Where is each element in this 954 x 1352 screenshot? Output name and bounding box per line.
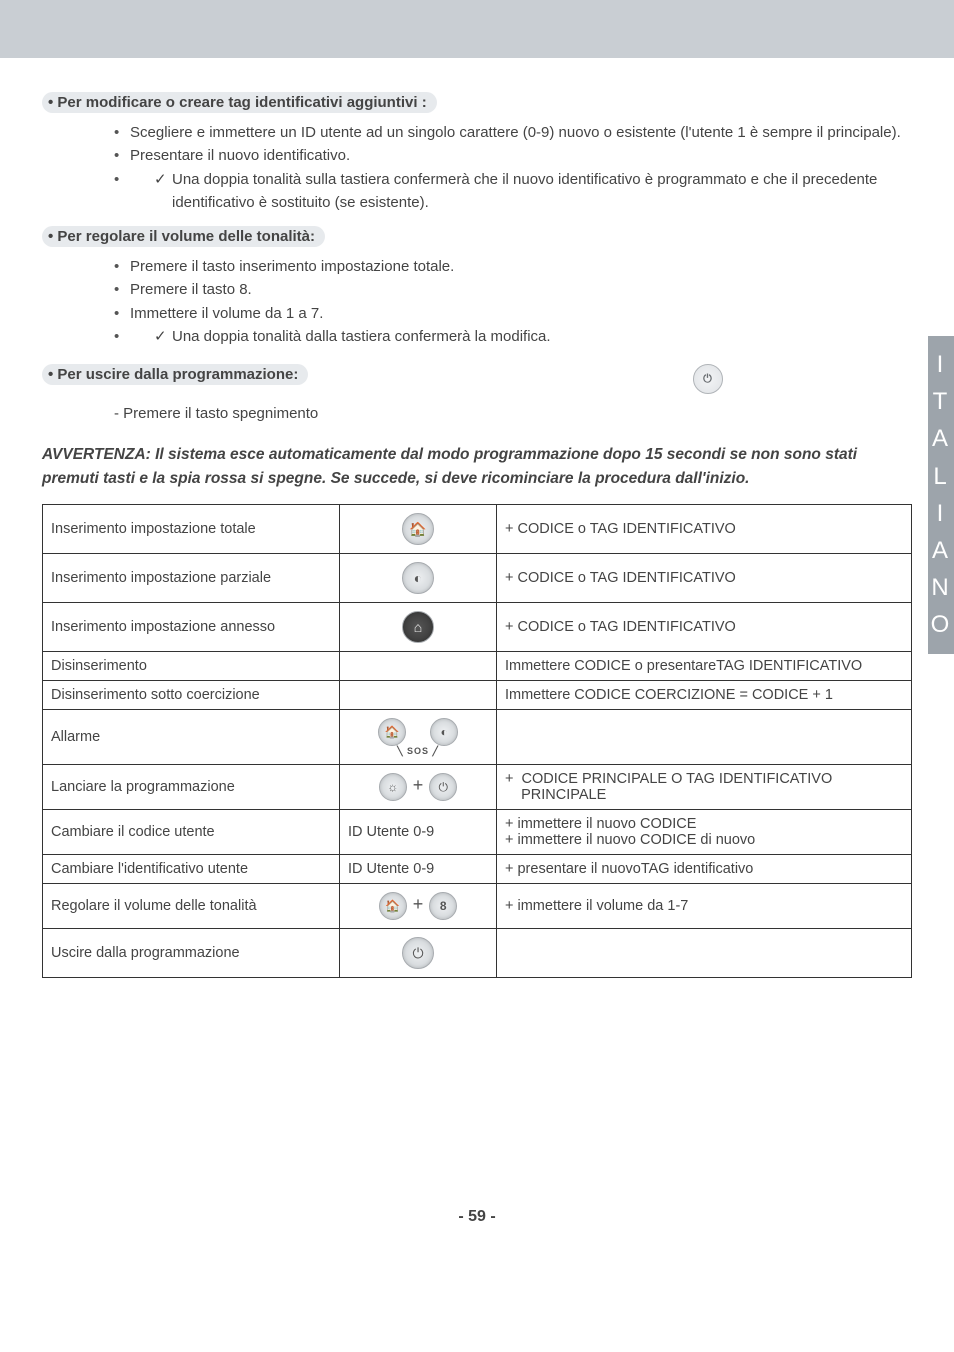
home-icon: 🏠 xyxy=(379,892,407,920)
side-letter: T xyxy=(928,383,954,420)
section2-checklist: Una doppia tonalità dalla tastiera confe… xyxy=(154,325,912,348)
table-cell: Cambiare il codice utente xyxy=(43,809,340,854)
table-cell: + CODICE o TAG IDENTIFICATIVO xyxy=(497,553,912,602)
exit-icon-inline: ⏻ xyxy=(693,364,723,394)
plus-icon: + xyxy=(413,775,424,796)
table-row: Disinserimento Immettere CODICE o present… xyxy=(43,651,912,680)
table-row: Disinserimento sotto coercizione Immetter… xyxy=(43,680,912,709)
home-icon: 🏠 xyxy=(402,513,434,545)
side-letter: L xyxy=(928,458,954,495)
section2-checklist-wrap: Una doppia tonalità dalla tastiera confe… xyxy=(114,325,912,348)
table-cell: + immettere il nuovo CODICE+ immettere i… xyxy=(497,809,912,854)
table-row: Inserimento impostazione totale 🏠 + CODICE… xyxy=(43,504,912,553)
section1-checklist-wrap: Una doppia tonalità sulla tastiera confe… xyxy=(114,168,912,215)
key-8-icon: 8 xyxy=(429,892,457,920)
table-row: Cambiare il codice utenteID Utente 0-9+ … xyxy=(43,809,912,854)
language-tab: I T A L I A N O xyxy=(928,336,954,654)
table-cell: ⌂ xyxy=(340,602,497,651)
table-cell xyxy=(497,709,912,764)
table-row: Regolare il volume delle tonalità 🏠 +8 + im… xyxy=(43,883,912,928)
table-cell xyxy=(497,928,912,977)
power-icon: ⏻ xyxy=(693,364,723,394)
table-cell: Inserimento impostazione totale xyxy=(43,504,340,553)
heading-pill: • Per modificare o creare tag identifica… xyxy=(42,92,437,113)
reference-table: Inserimento impostazione totale 🏠 + CODICE… xyxy=(42,504,912,978)
power-icon: ⏻ xyxy=(402,937,434,969)
power-icon: ⏻ xyxy=(429,773,457,801)
section3-sub: - Premere il tasto spegnimento xyxy=(114,402,912,425)
sos-label: ╲ SOS ╱ xyxy=(376,746,460,757)
table-cell: Immettere CODICE o presentareTAG IDENTIF… xyxy=(497,651,912,680)
warning-text: AVVERTENZA: Il sistema esce automaticame… xyxy=(42,443,912,490)
partial-icon: ◐ xyxy=(430,718,458,746)
check-item: Una doppia tonalità sulla tastiera confe… xyxy=(154,168,912,215)
table-cell: ID Utente 0-9 xyxy=(340,809,497,854)
table-cell: Lanciare la programmazione xyxy=(43,764,340,809)
table-row: Inserimento impostazione annesso ⌂ + CODIC… xyxy=(43,602,912,651)
partial-icon: ◐ xyxy=(402,562,434,594)
table-cell: + CODICE o TAG IDENTIFICATIVO xyxy=(497,602,912,651)
home-icon: 🏠 xyxy=(378,718,406,746)
table-row: Cambiare l'identificativo utenteID Utent… xyxy=(43,854,912,883)
header-band xyxy=(0,0,954,58)
section2-list: Premere il tasto inserimento impostazion… xyxy=(114,255,912,325)
table-row: Uscire dalla programmazione ⏻ xyxy=(43,928,912,977)
list-item: Immettere il volume da 1 a 7. xyxy=(114,302,912,325)
table-cell: + immettere il volume da 1-7 xyxy=(497,883,912,928)
table-cell: Immettere CODICE COERCIZIONE = CODICE + … xyxy=(497,680,912,709)
table-cell: 🏠 +8 xyxy=(340,883,497,928)
table-cell: Inserimento impostazione parziale xyxy=(43,553,340,602)
table-cell: ☼ +⏻ xyxy=(340,764,497,809)
table-cell: 🏠 xyxy=(340,504,497,553)
table-row: Inserimento impostazione parziale ◐ + CODI… xyxy=(43,553,912,602)
list-item: Premere il tasto inserimento impostazion… xyxy=(114,255,912,278)
side-letter: I xyxy=(928,495,954,532)
list-item: Presentare il nuovo identificativo. xyxy=(114,144,912,167)
table-cell: Regolare il volume delle tonalità xyxy=(43,883,340,928)
table-cell: + presentare il nuovoTAG identificativo xyxy=(497,854,912,883)
heading-pill: • Per uscire dalla programmazione: xyxy=(42,364,308,385)
table-cell: Inserimento impostazione annesso xyxy=(43,602,340,651)
heading-pill: • Per regolare il volume delle tonalità: xyxy=(42,226,325,247)
table-cell: 🏠 ◐╲ SOS ╱ xyxy=(340,709,497,764)
list-item: Premere il tasto 8. xyxy=(114,278,912,301)
table-cell: Uscire dalla programmazione xyxy=(43,928,340,977)
table-cell: Disinserimento xyxy=(43,651,340,680)
list-item: Scegliere e immettere un ID utente ad un… xyxy=(114,121,912,144)
side-letter: O xyxy=(928,606,954,643)
table-cell: Allarme xyxy=(43,709,340,764)
section3-heading: • Per uscire dalla programmazione: ⏻ xyxy=(42,364,912,394)
side-letter: N xyxy=(928,569,954,606)
table-cell: ID Utente 0-9 xyxy=(340,854,497,883)
table-cell xyxy=(340,680,497,709)
page-number: - 59 - xyxy=(42,1208,912,1256)
page-content: I T A L I A N O • Per modificare o crear… xyxy=(0,58,954,1276)
sun-icon: ☼ xyxy=(379,773,407,801)
table-cell: + CODICE o TAG IDENTIFICATIVO xyxy=(497,504,912,553)
side-letter: A xyxy=(928,420,954,457)
table-cell: + CODICE PRINCIPALE O TAG IDENTIFICATIVO… xyxy=(497,764,912,809)
table-cell: ◐ xyxy=(340,553,497,602)
section1-list: Scegliere e immettere un ID utente ad un… xyxy=(114,121,912,168)
check-item: Una doppia tonalità dalla tastiera confe… xyxy=(154,325,912,348)
table-cell xyxy=(340,651,497,680)
section1-checklist: Una doppia tonalità sulla tastiera confe… xyxy=(154,168,912,215)
plus-icon: + xyxy=(413,894,424,915)
table-row: Allarme🏠 ◐╲ SOS ╱ xyxy=(43,709,912,764)
section2-heading: • Per regolare il volume delle tonalità: xyxy=(42,226,912,247)
annex-icon: ⌂ xyxy=(402,611,434,643)
table-cell: ⏻ xyxy=(340,928,497,977)
section1-heading: • Per modificare o creare tag identifica… xyxy=(42,92,912,113)
table-cell: Disinserimento sotto coercizione xyxy=(43,680,340,709)
side-letter: A xyxy=(928,532,954,569)
table-cell: Cambiare l'identificativo utente xyxy=(43,854,340,883)
side-letter: I xyxy=(928,346,954,383)
table-row: Lanciare la programmazione ☼ +⏻ + CODICE PR… xyxy=(43,764,912,809)
